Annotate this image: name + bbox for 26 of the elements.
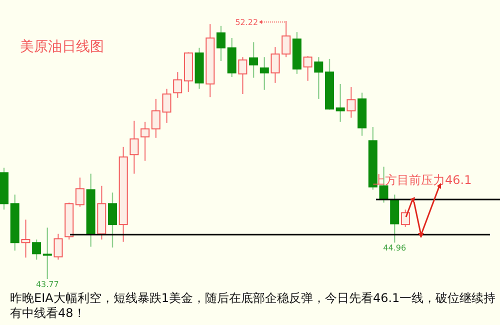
candlestick [162, 88, 172, 124]
candlestick [42, 227, 52, 280]
candlestick [173, 71, 182, 98]
candlestick [130, 120, 139, 174]
annotation: 上方目前压力46.1 [373, 173, 472, 187]
candlestick [314, 56, 324, 100]
candlestick [303, 55, 312, 82]
candlestick [346, 86, 356, 118]
candlestick [32, 238, 42, 260]
candlestick [151, 98, 160, 138]
candlestick [238, 56, 248, 95]
candlestick [108, 192, 117, 248]
annotation: 43.77 [36, 280, 59, 289]
candlestick [260, 56, 269, 90]
text: 昨晚EIA大幅利空，短线暴跌1美金，随后在底部企稳反弹，今日先看46.1一线，破位继续持有中线看48！ [10, 291, 497, 321]
candlestick [75, 177, 84, 208]
candlestick [21, 219, 30, 258]
text: 美原油日线图 [20, 39, 104, 55]
candlestick [216, 25, 226, 62]
candlestick [54, 233, 63, 260]
candlestick [336, 83, 345, 122]
annotation: 44.96 [383, 244, 406, 253]
candlestick [140, 121, 150, 162]
annotation: 52.22 [235, 18, 258, 27]
candlestick [400, 209, 410, 228]
candlestick [249, 42, 258, 78]
